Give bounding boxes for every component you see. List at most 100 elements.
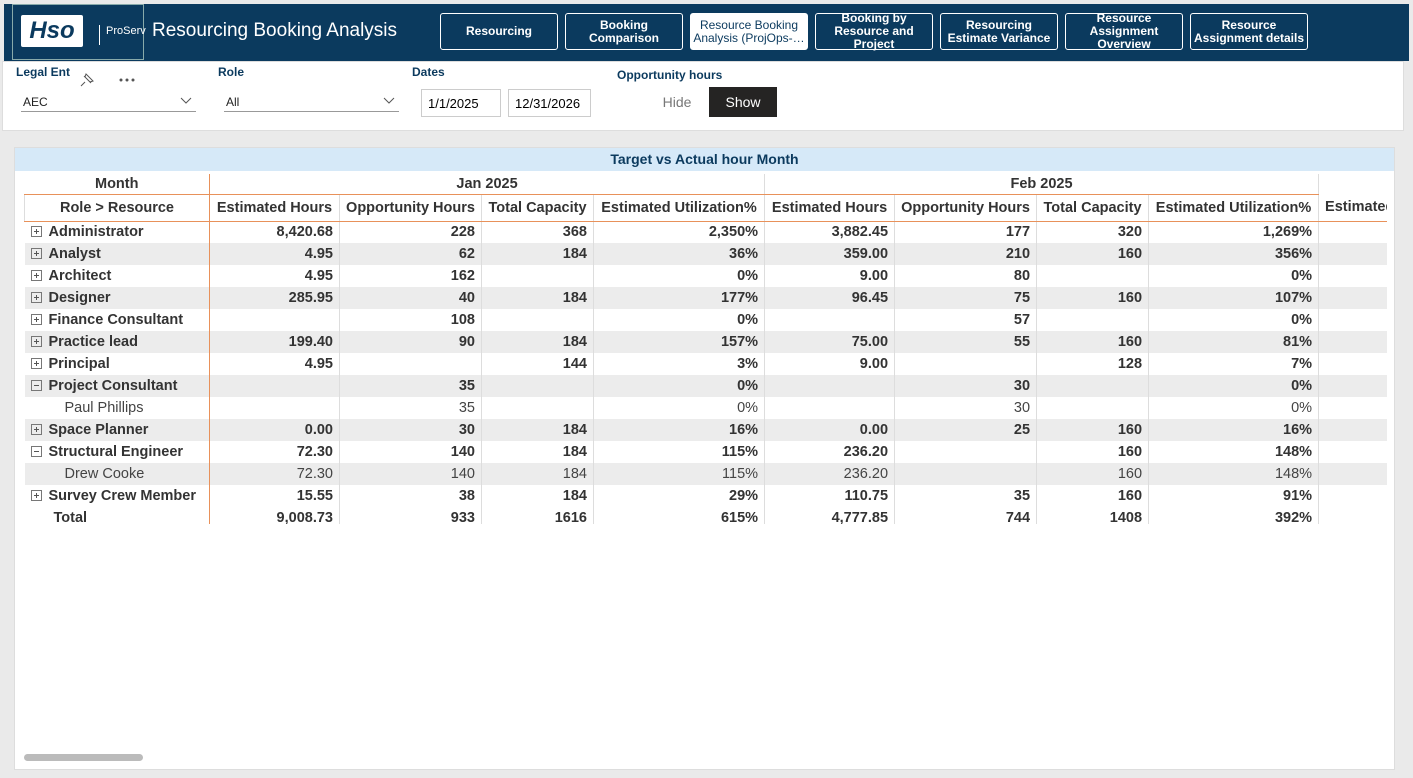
cell: [1318, 441, 1387, 463]
cell: 184: [481, 485, 594, 507]
cell: 162: [339, 265, 482, 287]
data-row: Project Consultant 35 0% 30 0%: [24, 375, 1387, 397]
cell: 0%: [1148, 265, 1319, 287]
cell: 144: [481, 353, 594, 375]
cell: 62: [339, 243, 482, 265]
row-label: Finance Consultant: [48, 312, 184, 328]
row-header: Role > Resource: [24, 194, 210, 222]
column-header: Total Capacity: [481, 194, 594, 222]
cell: 184: [481, 331, 594, 353]
expand-toggle[interactable]: [30, 446, 42, 457]
cell: [1318, 243, 1387, 265]
date-input[interactable]: 1/1/2025: [421, 89, 501, 117]
tab[interactable]: Resource Booking Analysis (ProjOps-…: [690, 13, 808, 50]
cell: 110.75: [764, 485, 895, 507]
row-label: Total: [53, 510, 88, 524]
filter-label: Legal Ent: [16, 65, 71, 79]
expand-toggle[interactable]: [30, 270, 42, 281]
cell: 4,777.85: [764, 507, 895, 524]
month-header: Feb 2025: [764, 174, 1319, 195]
cell: 38: [339, 485, 482, 507]
row-label-cell: Analyst: [24, 243, 210, 265]
cell: 160: [1036, 287, 1149, 309]
toggle-option[interactable]: Show: [709, 87, 777, 117]
cell: 35: [339, 375, 482, 397]
cell: [1318, 309, 1387, 331]
tab[interactable]: Resourcing: [440, 13, 558, 50]
cell: 9,008.73: [209, 507, 340, 524]
cell: 81%: [1148, 331, 1319, 353]
row-label-cell: Finance Consultant: [24, 309, 210, 331]
cell: 36%: [592, 243, 765, 265]
expand-toggle[interactable]: [30, 358, 42, 369]
cell: [1036, 375, 1149, 397]
cell: 0%: [592, 309, 765, 331]
cell: [764, 375, 895, 397]
filter-pane: Legal Ent AEC Role All Dates 1/1/2025 12…: [2, 61, 1404, 131]
column-header-row: Role > Resource Estimated Hours Opportunit…: [24, 194, 1387, 222]
cell: [764, 397, 895, 419]
cell: [481, 265, 594, 287]
expand-toggle[interactable]: [30, 336, 42, 347]
scrollbar[interactable]: [24, 754, 143, 761]
row-label: Paul Phillips: [64, 400, 144, 416]
toggle-option[interactable]: Hide: [662, 94, 692, 110]
expand-toggle[interactable]: [30, 314, 42, 325]
cell: [894, 353, 1037, 375]
row-label: Practice lead: [48, 334, 138, 350]
cell: 199.40: [209, 331, 340, 353]
cell: 236.20: [764, 463, 895, 485]
tab[interactable]: Resource Assignment details: [1190, 13, 1308, 50]
matrix: Month Jan 2025 Feb 2025 Role > Resource Esti…: [24, 174, 1387, 524]
cell: 0%: [592, 397, 765, 419]
cell: 157%: [592, 331, 765, 353]
cell: 7%: [1148, 353, 1319, 375]
tab[interactable]: Resourcing Estimate Variance: [940, 13, 1058, 50]
row-label: Structural Engineer: [48, 444, 184, 460]
pin-icon[interactable]: [75, 70, 97, 92]
expand-toggle[interactable]: [30, 292, 42, 303]
cell: [1036, 397, 1149, 419]
cell: [1036, 265, 1149, 287]
cell: [209, 397, 340, 419]
cell: 0%: [1148, 309, 1319, 331]
expand-toggle[interactable]: [30, 380, 42, 391]
cell: 368: [481, 221, 594, 243]
row-label-cell: Principal: [24, 353, 210, 375]
cell: 115%: [592, 463, 765, 485]
cell: 140: [339, 463, 482, 485]
cell: 356%: [1148, 243, 1319, 265]
tab[interactable]: Resource Assignment Overview: [1065, 12, 1183, 51]
cell: 0.00: [764, 419, 895, 441]
dropdown[interactable]: AEC: [21, 90, 196, 112]
month-header: Jan 2025: [208, 174, 765, 195]
cell: [339, 353, 482, 375]
expand-toggle[interactable]: [30, 490, 42, 501]
tab[interactable]: Booking by Resource and Project: [815, 12, 933, 51]
expand-toggle[interactable]: [30, 226, 42, 238]
more-icon[interactable]: [117, 76, 137, 84]
data-row: Paul Phillips 35 0% 30 0%: [24, 397, 1387, 419]
row-label: Survey Crew Member: [48, 488, 196, 504]
total-row: Total 9,008.73 933 1616 615% 4,777.85 744 1408 3…: [24, 507, 1387, 524]
cell: 57: [894, 309, 1037, 331]
cell: 177: [894, 221, 1037, 243]
data-row: Structural Engineer 72.30 140 184 115% 236.20…: [24, 441, 1387, 463]
column-header: Estimated Hours: [209, 194, 340, 222]
column-header: Estimated Utilization%: [1148, 194, 1319, 222]
date-input[interactable]: 12/31/2026: [508, 89, 591, 117]
cell: 744: [894, 507, 1037, 524]
cell: 15.55: [209, 485, 340, 507]
cell: [1318, 419, 1387, 441]
cell: 107%: [1148, 287, 1319, 309]
cell: 184: [481, 441, 594, 463]
expand-toggle[interactable]: [30, 424, 42, 435]
month-header: [1318, 174, 1387, 194]
dropdown[interactable]: All: [224, 90, 399, 112]
row-label-cell: Administrator: [24, 221, 210, 243]
cell: 75.00: [764, 331, 895, 353]
expand-toggle[interactable]: [30, 248, 42, 259]
cell: 128: [1036, 353, 1149, 375]
tab[interactable]: Booking Comparison: [565, 13, 683, 50]
